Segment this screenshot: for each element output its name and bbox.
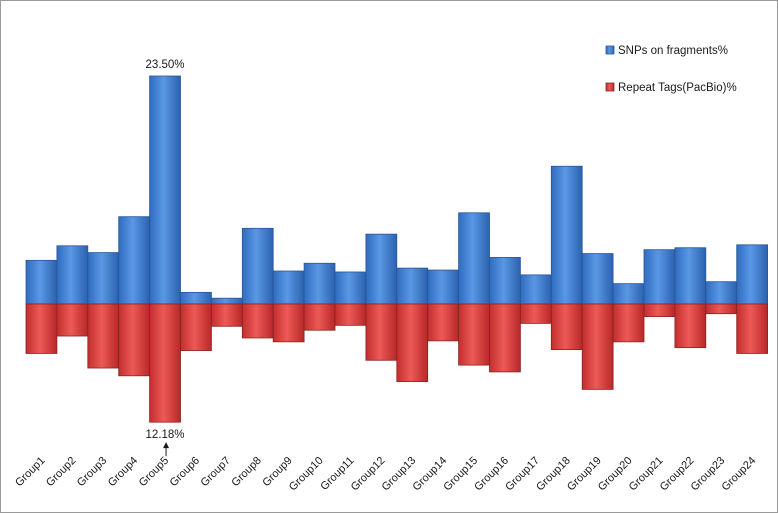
bar-repeat-group11: [334, 303, 367, 326]
x-tick-label-group1: Group1: [13, 455, 47, 489]
bar-repeat-group15: [458, 303, 490, 366]
bar-snps-group13: [396, 267, 429, 305]
bar-snps-group19: [581, 253, 614, 305]
bar-repeat-group1: [25, 303, 58, 354]
legend: SNPs on fragments% Repeat Tags(PacBio)%: [605, 45, 737, 94]
bar-snps-group3: [87, 252, 120, 305]
bar-snps-group11: [334, 271, 367, 305]
bar-snps-group21: [643, 249, 676, 305]
bar-repeat-group9: [272, 303, 305, 343]
x-tick-label-group8: Group8: [229, 455, 263, 489]
bar-repeat-group24: [736, 303, 769, 354]
bar-repeat-group2: [56, 303, 89, 337]
x-tick-label-group4: Group4: [106, 455, 140, 489]
bar-snps-group18: [550, 165, 583, 305]
bar-repeat-group20: [612, 303, 645, 343]
bar-snps-group17: [520, 274, 552, 305]
bar-snps-group12: [365, 233, 398, 305]
x-tick-label-group3: Group3: [75, 455, 109, 489]
bar-snps-group2: [56, 245, 89, 305]
bar-repeat-group18: [550, 303, 583, 350]
bar-snps-group20: [612, 283, 645, 305]
bars-layer: [25, 75, 769, 423]
annotation-repeat-group5: 12.18%: [146, 429, 185, 441]
bar-repeat-group13: [396, 303, 429, 383]
bar-snps-group10: [303, 262, 336, 305]
bar-snps-group15: [458, 212, 490, 305]
annotation-snps-group5: 23.50%: [146, 59, 185, 71]
legend-swatch-snps: [605, 45, 615, 55]
bar-snps-group24: [736, 244, 769, 305]
bar-repeat-group23: [705, 303, 738, 315]
x-tick-label-group7: Group7: [199, 455, 233, 489]
bar-repeat-group22: [674, 303, 707, 349]
bar-snps-group6: [180, 291, 212, 305]
bar-snps-group23: [705, 281, 738, 305]
bar-repeat-group12: [365, 303, 398, 361]
bar-repeat-group16: [489, 303, 521, 373]
bar-snps-group5: [149, 75, 181, 305]
bar-repeat-group6: [180, 303, 212, 351]
legend-label-repeat: Repeat Tags(PacBio)%: [618, 82, 737, 94]
bar-repeat-group10: [303, 303, 336, 331]
annotations: 23.50% 12.18%: [146, 59, 185, 457]
legend-label-snps: SNPs on fragments%: [618, 45, 728, 57]
x-tick-labels: Group1Group2Group3Group4Group5Group6Grou…: [13, 455, 758, 494]
bar-repeat-group8: [241, 303, 274, 339]
bar-snps-group4: [118, 216, 150, 305]
bar-snps-group8: [241, 227, 274, 305]
x-tick-label-group6: Group6: [168, 455, 202, 489]
x-tick-label-group10: Group10: [287, 455, 326, 494]
bar-snps-group16: [489, 257, 521, 305]
bar-repeat-group7: [210, 303, 243, 327]
x-tick-label-group5: Group5: [137, 455, 171, 489]
bar-repeat-group19: [581, 303, 614, 390]
bar-snps-group9: [272, 270, 305, 305]
bar-repeat-group14: [427, 303, 460, 342]
bar-snps-group14: [427, 269, 460, 305]
bar-snps-group7: [210, 297, 243, 305]
bar-repeat-group3: [87, 303, 120, 369]
x-tick-label-group2: Group2: [44, 455, 78, 489]
bar-repeat-group4: [118, 303, 150, 377]
bar-repeat-group17: [520, 303, 552, 324]
x-tick-label-group24: Group24: [720, 455, 759, 494]
bar-snps-group1: [25, 259, 58, 305]
bar-repeat-group21: [643, 303, 676, 318]
bar-repeat-group5: [149, 303, 181, 423]
annotation-arrow-head: [163, 442, 170, 449]
bar-snps-group22: [674, 247, 707, 305]
legend-swatch-repeat: [605, 82, 615, 92]
